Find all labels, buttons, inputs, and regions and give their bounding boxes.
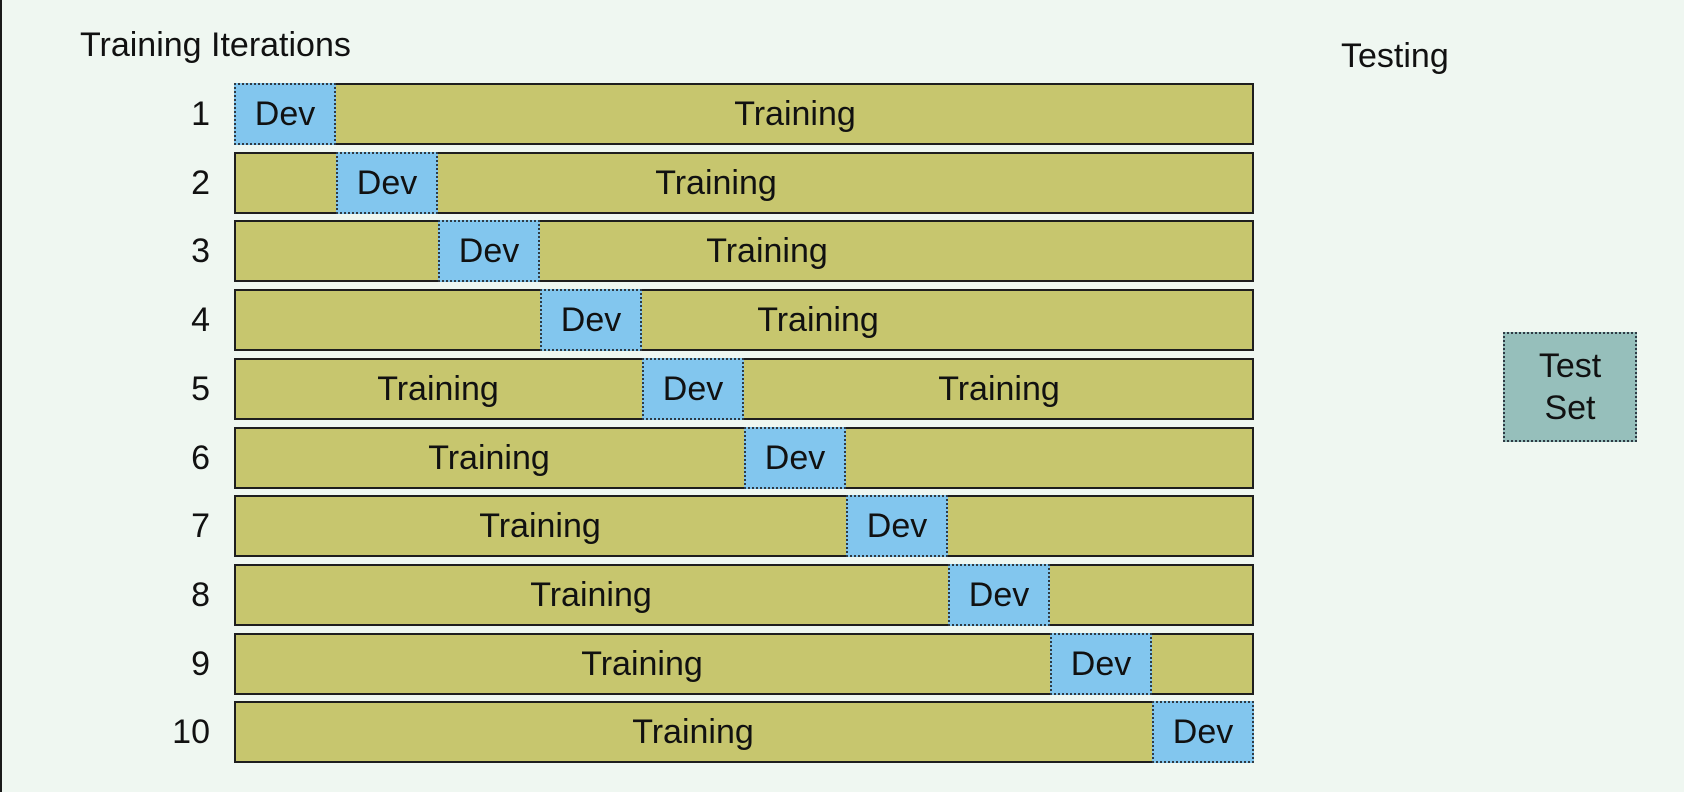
dev-segment: Dev [744, 427, 846, 489]
dev-segment: Dev [642, 358, 744, 420]
dev-segment: Dev [234, 83, 336, 145]
iteration-number: 10 [172, 713, 210, 751]
training-bar [234, 83, 1254, 145]
training-bar [234, 289, 1254, 351]
training-label: Training [581, 645, 703, 683]
dev-segment: Dev [948, 564, 1050, 626]
training-bar [234, 701, 1254, 763]
iteration-number: 5 [191, 370, 210, 408]
training-label: Training [734, 95, 856, 133]
training-bar [234, 358, 1254, 420]
training-label: Training [655, 164, 777, 202]
iteration-number: 7 [191, 507, 210, 545]
iteration-number: 1 [191, 95, 210, 133]
training-bar [234, 564, 1254, 626]
iteration-number: 9 [191, 645, 210, 683]
test-set-label-line1: Test [1538, 347, 1602, 385]
training-label: Training [428, 439, 550, 477]
training-label: Training [938, 370, 1060, 408]
dev-segment: Dev [846, 495, 948, 557]
left-border [0, 0, 2, 792]
diagram-title: Training Iterations [80, 26, 351, 64]
training-label: Training [530, 576, 652, 614]
test-set-label-line2: Set [1544, 389, 1596, 427]
training-label: Training [479, 507, 601, 545]
dev-segment: Dev [438, 220, 540, 282]
testing-heading: Testing [1341, 37, 1449, 75]
iteration-number: 8 [191, 576, 210, 614]
training-label: Training [632, 713, 754, 751]
iteration-number: 2 [191, 164, 210, 202]
training-label: Training [377, 370, 499, 408]
dev-segment: Dev [1152, 701, 1254, 763]
test-set-box: Test Set [1503, 332, 1637, 442]
iteration-number: 3 [191, 232, 210, 270]
training-bar [234, 495, 1254, 557]
iteration-number: 6 [191, 439, 210, 477]
dev-segment: Dev [1050, 633, 1152, 695]
training-label: Training [757, 301, 879, 339]
iteration-number: 4 [191, 301, 210, 339]
training-bar [234, 220, 1254, 282]
training-label: Training [706, 232, 828, 270]
dev-segment: Dev [540, 289, 642, 351]
dev-segment: Dev [336, 152, 438, 214]
